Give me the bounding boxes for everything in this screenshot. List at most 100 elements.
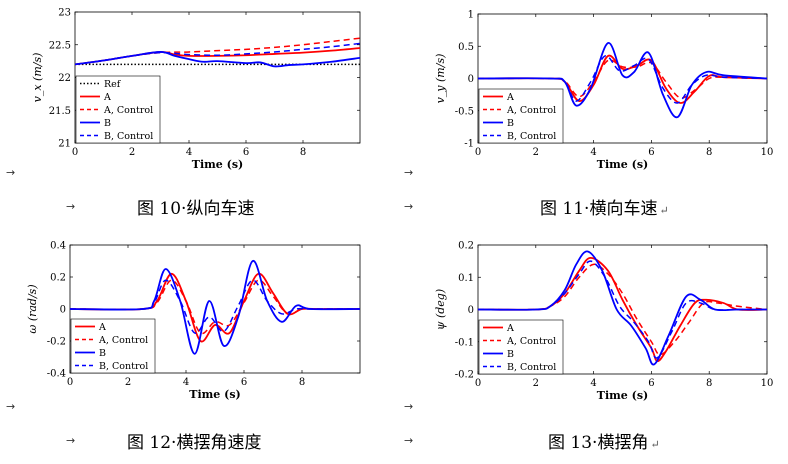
chart4-legend-label: A, Control — [506, 336, 556, 347]
chart3-y-tick-label: 0.2 — [50, 273, 66, 284]
chart3-series-a-control — [70, 279, 360, 335]
chart2-y-tick-label: 1 — [468, 10, 474, 21]
chart3-x-tick-label: 6 — [241, 377, 247, 388]
tab-arrow-icon: → — [6, 166, 16, 179]
chart1-y-tick-label: 22 — [58, 73, 71, 84]
chart3-legend-label: A, Control — [98, 335, 148, 346]
chart3-y-axis-label: ω (rad/s) — [26, 284, 39, 333]
chart4-x-tick-label: 8 — [706, 378, 712, 389]
chart4-x-tick-label: 4 — [590, 378, 596, 389]
chart4-y-axis-label: ψ (deg) — [434, 289, 447, 330]
chart4-y-tick-label: 0 — [468, 305, 474, 316]
chart4-legend-label: B — [507, 349, 514, 360]
chart4-x-tick-label: 6 — [648, 378, 654, 389]
chart4-y-tick-label: -0.2 — [455, 370, 474, 381]
caption-fig10: 图 10·纵向车速 — [137, 199, 255, 219]
chart3-y-tick-label: 0 — [60, 305, 66, 316]
tab-arrow-icon: → — [404, 400, 414, 413]
chart4-x-tick-label: 10 — [761, 378, 774, 389]
tab-arrow-icon: → — [6, 400, 16, 413]
chart3-x-tick-label: 4 — [183, 377, 189, 388]
chart1-series-b-control — [75, 42, 360, 66]
chart3-x-tick-label: 2 — [125, 377, 131, 388]
chart2-x-tick-label: 6 — [648, 147, 654, 158]
caption-fig12-title: 横摆角速度 — [176, 433, 262, 453]
chart4-legend-box — [478, 319, 564, 375]
chart2-y-axis-label: v_y (m/s) — [434, 54, 447, 104]
chart1-x-tick-label: 4 — [186, 147, 192, 158]
chart2-legend-label: A, Control — [506, 105, 556, 116]
chart1-y-tick-label: 23 — [58, 8, 71, 19]
chart1-series-b — [75, 51, 360, 68]
chart1-x-tick-label: 8 — [300, 147, 306, 158]
chart3-x-tick-label: 8 — [299, 377, 305, 388]
chart2-legend-label: B — [507, 118, 514, 129]
caption-fig12: 图 12·横摆角速度 — [127, 433, 262, 453]
chart2-legend-label: A — [506, 92, 514, 103]
chart1-x-tick-label: 2 — [129, 147, 135, 158]
chart1-y-tick-label: 22.5 — [49, 40, 71, 51]
chart4-x-tick-label: 0 — [475, 378, 481, 389]
tab-arrow-icon: → — [404, 434, 414, 447]
chart2-legend-label: B, Control — [507, 131, 556, 142]
chart2-series-b-control — [478, 55, 767, 104]
chart4-legend-label: A — [506, 323, 514, 334]
chart4-x-tick-label: 2 — [533, 378, 539, 389]
chart3-legend-label: A — [98, 322, 106, 333]
chart2-y-tick-label: 0.5 — [458, 42, 474, 53]
chart4-series-b-control — [478, 260, 767, 359]
caption-fig11-title: 横向车速 — [589, 199, 658, 219]
chart2-legend-box — [478, 88, 564, 144]
chart4-series-a-control — [478, 263, 767, 356]
chart1-legend-label: Ref — [104, 79, 122, 90]
chart2-x-tick-label: 4 — [590, 147, 596, 158]
chart3-y-tick-label: 0.4 — [50, 241, 66, 252]
chart2-x-axis-label: Time (s) — [597, 158, 648, 171]
chart2-y-tick-label: -1 — [464, 139, 474, 150]
chart1-x-tick-label: 0 — [72, 147, 78, 158]
tab-arrow-icon: → — [404, 200, 414, 213]
tab-arrow-icon: → — [66, 434, 76, 447]
chart1-legend-label: A — [103, 92, 111, 103]
chart2-y-tick-label: -0.5 — [455, 106, 474, 117]
caption-fig13-number: 图 13 — [548, 433, 593, 453]
chart2-x-tick-label: 2 — [533, 147, 539, 158]
chart1-y-tick-label: 21 — [58, 139, 71, 150]
chart4-y-tick-label: 0.1 — [458, 273, 474, 284]
chart3-y-tick-label: -0.2 — [47, 337, 66, 348]
chart2-series-a-control — [478, 59, 767, 99]
return-mark-icon: ↵ — [650, 438, 660, 451]
chart3-legend-label: B, Control — [99, 361, 148, 372]
chart2-y-tick-label: 0 — [468, 74, 474, 85]
caption-fig13-title: 横摆角 — [597, 433, 649, 453]
caption-fig11: 图 11·横向车速 ↵ — [540, 199, 669, 219]
chart3-x-tick-label: 0 — [67, 377, 73, 388]
chart3-x-axis-label: Time (s) — [189, 388, 240, 401]
chart4-legend-label: B, Control — [507, 362, 556, 373]
return-mark-icon: ↵ — [659, 204, 669, 217]
chart3-legend-label: B — [99, 348, 106, 359]
chart3-legend-box — [70, 318, 156, 374]
chart1-legend-label: A, Control — [103, 105, 153, 116]
chart4-y-tick-label: -0.1 — [455, 337, 474, 348]
caption-fig10-number: 图 10 — [137, 199, 182, 219]
caption-fig11-number: 图 11 — [540, 199, 585, 219]
caption-fig13: 图 13·横摆角 ↵ — [548, 433, 660, 453]
chart4-x-axis-label: Time (s) — [597, 389, 648, 402]
chart4-y-tick-label: 0.2 — [458, 241, 474, 252]
chart2-x-tick-label: 10 — [761, 147, 774, 158]
chart4-series-b — [478, 250, 767, 366]
chart1-x-axis-label: Time (s) — [192, 158, 243, 171]
chart1-series-a-control — [75, 37, 360, 66]
chart1-legend-label: B — [104, 118, 111, 129]
chart3-y-tick-label: -0.4 — [47, 369, 66, 380]
caption-fig10-title: 纵向车速 — [186, 199, 255, 219]
chart1-legend-label: B, Control — [104, 131, 153, 142]
chart3-series-b-control — [70, 279, 360, 334]
chart2-x-tick-label: 8 — [706, 147, 712, 158]
tab-arrow-icon: → — [404, 166, 414, 179]
caption-fig12-number: 图 12 — [127, 433, 172, 453]
tab-arrow-icon: → — [66, 200, 76, 213]
chart1-x-tick-label: 6 — [243, 147, 249, 158]
